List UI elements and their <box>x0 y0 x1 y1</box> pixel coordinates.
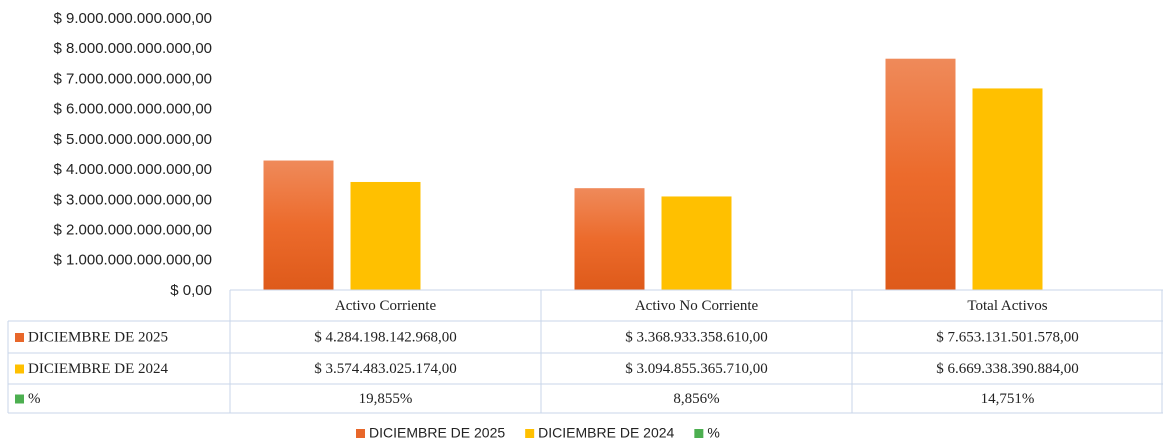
legend-label: DICIEMBRE DE 2025 <box>369 425 505 441</box>
y-tick-label: $ 7.000.000.000.000,00 <box>54 70 212 87</box>
y-tick-label: $ 5.000.000.000.000,00 <box>54 131 212 148</box>
bar <box>350 181 421 290</box>
y-tick-label: $ 0,00 <box>170 282 212 299</box>
y-tick-label: $ 1.000.000.000.000,00 <box>54 252 212 269</box>
y-tick-label: $ 3.000.000.000.000,00 <box>54 191 212 208</box>
bar <box>885 58 956 291</box>
row-label: DICIEMBRE DE 2025 <box>28 329 168 345</box>
table-value: $ 7.653.131.501.578,00 <box>936 329 1079 345</box>
legend-marker <box>694 429 704 438</box>
legend-key <box>15 394 24 404</box>
table-value: $ 6.669.338.390.884,00 <box>936 361 1079 377</box>
legend-label: DICIEMBRE DE 2024 <box>538 425 674 441</box>
row-label: % <box>28 391 41 407</box>
bar <box>263 160 334 290</box>
table-value: $ 3.368.933.358.610,00 <box>625 329 768 345</box>
x-tick-label: Activo Corriente <box>335 298 437 314</box>
legend-marker <box>525 429 535 438</box>
x-tick-label: Total Activos <box>967 298 1047 314</box>
legend-key <box>15 333 24 342</box>
y-tick-label: $ 6.000.000.000.000,00 <box>54 101 212 118</box>
legend-marker <box>356 429 365 438</box>
y-tick-label: $ 8.000.000.000.000,00 <box>54 40 212 57</box>
y-tick-label: $ 9.000.000.000.000,00 <box>54 10 212 27</box>
table-value: $ 4.284.198.142.968,00 <box>314 329 457 345</box>
bar <box>574 188 645 290</box>
table-value: 8,856% <box>673 391 719 407</box>
legend-label: % <box>707 425 719 441</box>
bar <box>972 88 1043 290</box>
table-value: $ 3.094.855.365.710,00 <box>625 361 768 377</box>
bar <box>661 196 732 290</box>
legend-key <box>15 364 24 374</box>
x-tick-label: Activo No Corriente <box>635 298 759 314</box>
y-tick-label: $ 4.000.000.000.000,00 <box>54 161 212 178</box>
table-value: 19,855% <box>359 391 413 407</box>
row-label: DICIEMBRE DE 2024 <box>28 361 168 377</box>
y-tick-label: $ 2.000.000.000.000,00 <box>54 222 212 239</box>
table-value: 14,751% <box>981 391 1035 407</box>
table-value: $ 3.574.483.025.174,00 <box>314 361 457 377</box>
